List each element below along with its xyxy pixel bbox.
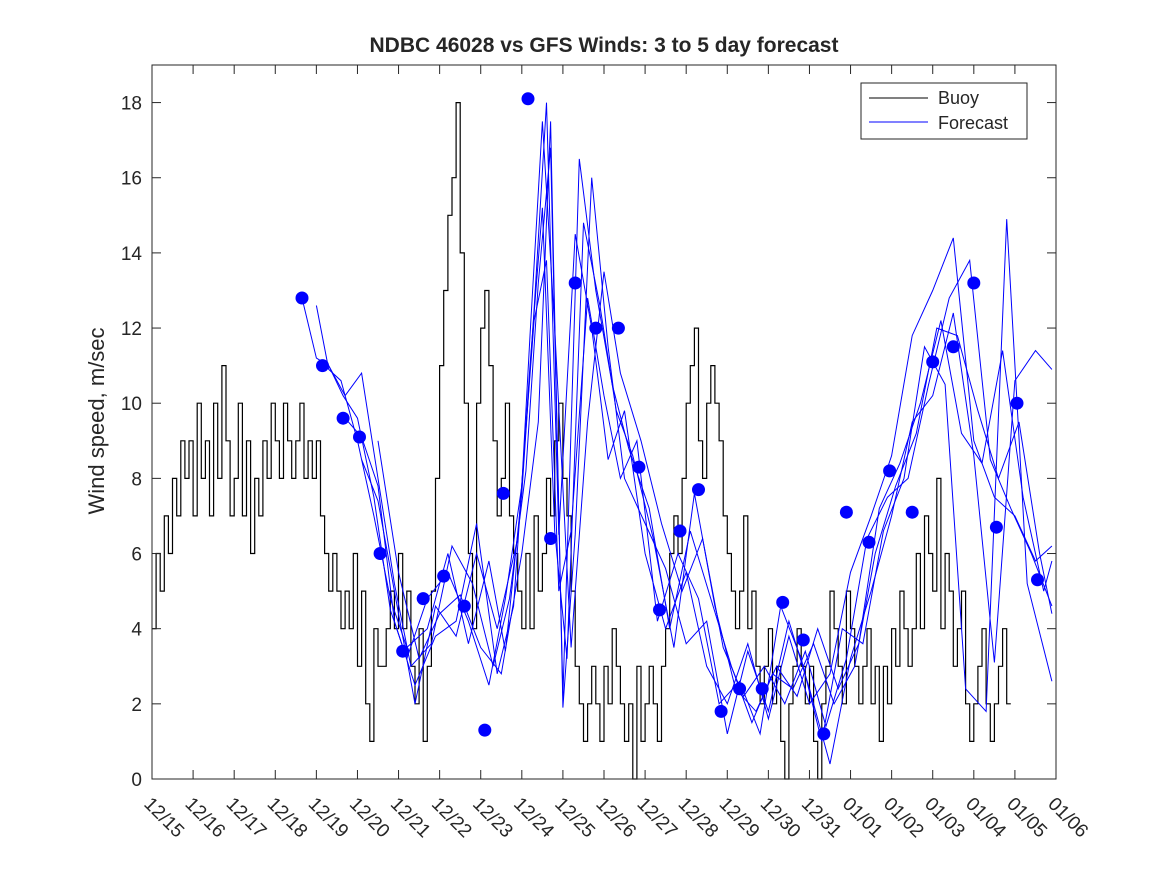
- axes: [151, 64, 1057, 780]
- forecast-marker: [989, 520, 1003, 534]
- forecast-marker: [478, 723, 492, 737]
- y-tick-label: 2: [131, 695, 142, 716]
- forecast-line-4: [344, 207, 1053, 713]
- forecast-marker: [568, 276, 582, 290]
- forecast-line-5: [361, 219, 1053, 742]
- forecast-marker: [967, 276, 981, 290]
- forecast-marker: [946, 340, 960, 354]
- y-tick-label: 14: [121, 244, 143, 265]
- forecast-marker: [714, 704, 728, 718]
- forecast-marker: [373, 547, 387, 560]
- legend-buoy-label: Buoy: [938, 88, 979, 108]
- forecast-marker: [521, 92, 535, 106]
- forecast-line-6: [377, 121, 1053, 765]
- y-tick-label: 10: [121, 394, 142, 415]
- forecast-marker: [1031, 573, 1044, 587]
- buoy-line: [152, 102, 1011, 780]
- y-axis-label: Wind speed, m/sec: [84, 327, 109, 514]
- forecast-marker: [817, 727, 831, 741]
- forecast-marker: [295, 291, 309, 305]
- y-tick-label: 4: [131, 620, 142, 641]
- forecast-marker: [776, 595, 790, 609]
- forecast-marker: [544, 532, 558, 545]
- forecast-marker: [611, 321, 625, 335]
- buoy-series: [152, 102, 1011, 780]
- forecast-marker: [862, 535, 876, 549]
- forecast-marker: [692, 483, 705, 497]
- forecast-marker: [353, 430, 366, 444]
- chart-title: NDBC 46028 vs GFS Winds: 3 to 5 day fore…: [370, 34, 839, 57]
- y-tick-label: 8: [131, 469, 142, 490]
- forecast-marker: [396, 644, 410, 658]
- forecast-marker: [673, 524, 687, 538]
- forecast-marker: [437, 569, 451, 583]
- forecast-marker: [416, 592, 430, 606]
- forecast-marker: [796, 633, 810, 647]
- forecast-marker: [905, 505, 919, 519]
- y-tick-label: 18: [121, 94, 142, 115]
- legend: Buoy Forecast: [860, 82, 1028, 140]
- legend-box: [860, 82, 1028, 140]
- plot-area: [152, 65, 1056, 779]
- legend-forecast-label: Forecast: [938, 113, 1008, 133]
- forecast-marker: [653, 603, 666, 617]
- forecast-marker: [755, 682, 769, 696]
- forecast-marker: [496, 486, 510, 500]
- forecast-marker: [589, 321, 603, 335]
- forecast-marker: [883, 464, 897, 478]
- forecast-line-2: [315, 102, 1053, 721]
- forecast-marker: [733, 682, 747, 696]
- y-tick-label: 16: [121, 169, 142, 190]
- forecast-marker: [316, 359, 329, 373]
- y-tick-label: 6: [131, 545, 142, 566]
- forecast-marker: [457, 599, 471, 613]
- y-tick-label: 0: [131, 770, 142, 791]
- forecast-marker: [1010, 396, 1024, 410]
- y-tick-label: 12: [121, 319, 142, 340]
- forecast-markers: [295, 92, 1044, 741]
- forecast-marker: [336, 411, 350, 425]
- forecast-marker: [839, 505, 853, 519]
- forecast-series: [301, 102, 1053, 765]
- forecast-marker: [632, 460, 646, 474]
- forecast-marker: [926, 355, 940, 369]
